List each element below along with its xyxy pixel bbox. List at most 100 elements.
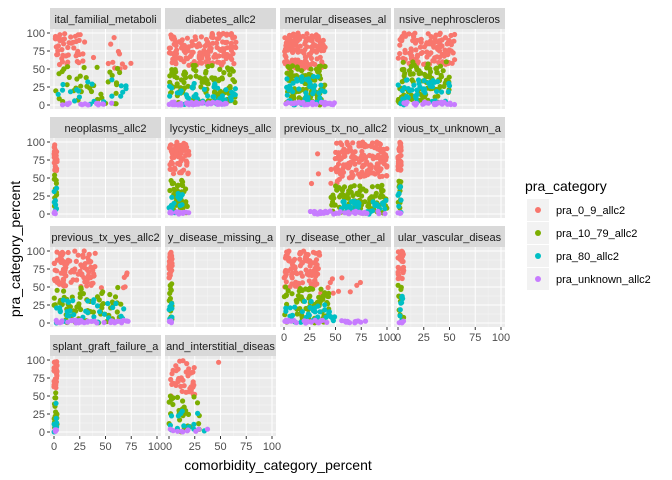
data-point <box>346 175 352 181</box>
facet-panel: previous_tx_no_allc2 <box>280 117 391 218</box>
data-point <box>422 94 428 100</box>
facet-panel: vious_tx_unknown_a <box>394 117 505 218</box>
data-point <box>311 267 317 273</box>
data-point <box>118 301 124 307</box>
data-point <box>216 35 222 41</box>
y-tick-label: 25 <box>33 409 45 421</box>
data-point <box>208 45 214 51</box>
facet-strip <box>165 117 276 138</box>
data-point <box>356 203 362 209</box>
data-point <box>284 58 290 64</box>
data-point <box>370 170 376 176</box>
data-point <box>68 34 74 40</box>
data-point <box>343 149 349 155</box>
data-point <box>223 87 229 93</box>
data-point <box>63 53 69 59</box>
data-point <box>285 100 291 106</box>
data-point <box>294 271 300 277</box>
data-point <box>283 305 289 311</box>
facet-strip-label: lycystic_kidneys_allc <box>170 123 272 135</box>
data-point <box>92 250 98 256</box>
data-point <box>60 297 66 303</box>
facet-strip <box>50 117 161 138</box>
data-point <box>396 203 402 209</box>
data-point <box>172 50 178 56</box>
data-point <box>384 163 390 169</box>
data-point <box>287 258 293 264</box>
data-point <box>446 47 452 53</box>
data-point <box>94 303 101 309</box>
data-point <box>401 73 407 79</box>
data-point <box>400 296 406 302</box>
data-point <box>401 85 407 91</box>
data-point <box>318 82 324 88</box>
data-point <box>408 63 414 69</box>
data-point <box>349 169 355 175</box>
data-point <box>357 183 363 189</box>
data-point <box>316 68 322 74</box>
data-point <box>396 190 402 197</box>
data-point <box>52 209 58 215</box>
data-point <box>360 186 366 192</box>
data-point <box>435 79 441 85</box>
data-point <box>446 83 453 89</box>
data-point <box>167 426 173 432</box>
data-point <box>191 59 197 65</box>
data-point <box>324 319 330 325</box>
data-point <box>179 37 185 43</box>
data-point <box>399 320 405 326</box>
data-point <box>429 84 436 90</box>
data-point <box>353 167 359 173</box>
data-point <box>76 60 82 66</box>
y-tick-label: 0 <box>39 209 45 221</box>
facet-strip <box>165 335 276 356</box>
data-point <box>181 71 187 78</box>
data-point <box>217 66 223 72</box>
x-tick-label: 50 <box>99 441 111 453</box>
data-point <box>168 413 175 419</box>
data-point <box>190 369 196 375</box>
data-point <box>233 39 239 45</box>
data-point <box>300 86 306 92</box>
y-tick-label: 25 <box>33 191 45 203</box>
data-point <box>437 84 443 90</box>
data-point <box>319 46 325 52</box>
data-point <box>59 87 66 93</box>
data-point <box>421 61 427 67</box>
data-point <box>407 88 413 94</box>
data-point <box>175 190 181 197</box>
legend-item: pra_unknown_allc2 <box>527 268 651 290</box>
data-point <box>167 93 173 99</box>
data-point <box>330 290 336 296</box>
data-point <box>343 204 349 210</box>
data-point <box>88 259 94 265</box>
data-point <box>186 210 192 216</box>
data-point <box>57 305 63 311</box>
data-point <box>190 381 196 387</box>
data-point <box>56 280 62 286</box>
data-point <box>294 76 300 82</box>
data-point <box>74 304 80 310</box>
data-point <box>297 263 303 269</box>
data-point <box>198 34 204 40</box>
data-point <box>374 201 380 207</box>
data-point <box>339 187 345 193</box>
data-point <box>360 162 366 169</box>
data-point <box>224 32 230 38</box>
data-point <box>410 38 416 44</box>
data-point <box>302 256 308 262</box>
data-point <box>382 152 389 158</box>
legend-label: pra_unknown_allc2 <box>556 274 651 286</box>
data-point <box>101 311 107 317</box>
data-point <box>309 47 316 53</box>
data-point <box>299 68 305 74</box>
legend-key-marker <box>535 276 541 282</box>
data-point <box>366 166 373 172</box>
data-point <box>166 271 172 277</box>
data-point <box>51 144 57 150</box>
data-point <box>78 83 84 89</box>
data-point <box>210 94 216 100</box>
data-point <box>299 273 305 279</box>
legend-key-marker <box>535 230 541 236</box>
data-point <box>52 428 59 434</box>
